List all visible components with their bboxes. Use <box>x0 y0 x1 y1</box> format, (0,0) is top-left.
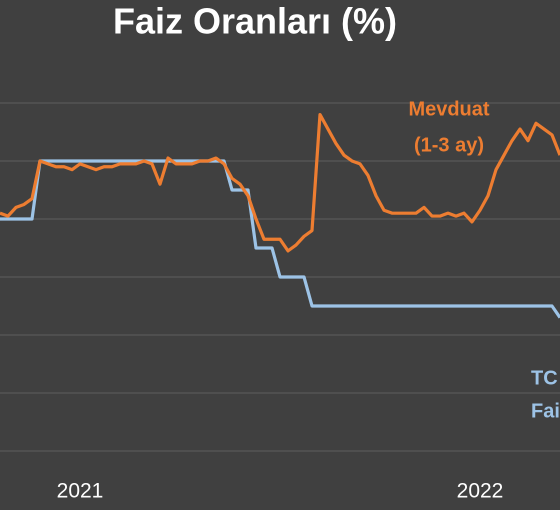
series-line <box>0 159 560 319</box>
series-line <box>0 112 560 253</box>
series-label: Mevduat <box>408 98 489 120</box>
chart-title: Faiz Oranları (%) <box>113 1 397 42</box>
series-label: TC <box>531 367 558 389</box>
series-label: (1-3 ay) <box>414 134 484 156</box>
x-tick-label: 2021 <box>57 480 104 503</box>
series-label: Fai <box>531 400 560 422</box>
x-tick-label: 2022 <box>457 480 504 503</box>
